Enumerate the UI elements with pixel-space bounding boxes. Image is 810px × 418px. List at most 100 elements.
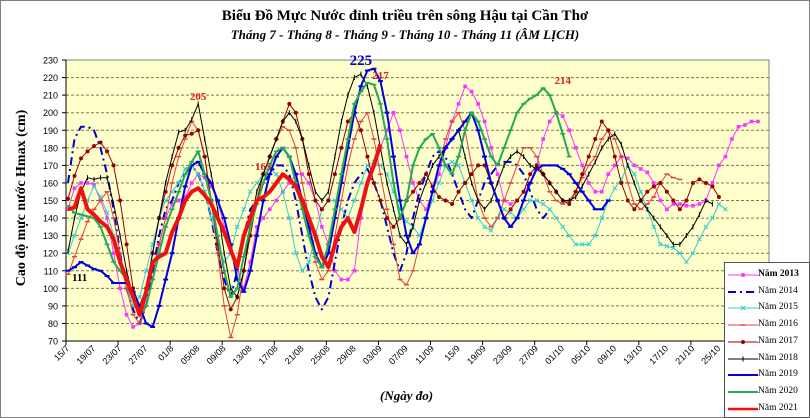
data-point	[521, 206, 527, 212]
data-point	[527, 198, 533, 203]
x-tick-label: 23/07	[100, 343, 123, 366]
data-point	[131, 325, 135, 329]
legend-item: Năm 2021	[725, 401, 809, 418]
data-point	[475, 215, 481, 221]
y-tick-label: 130	[43, 231, 58, 241]
data-point	[196, 128, 201, 133]
data-point	[391, 110, 396, 115]
data-point	[482, 119, 487, 124]
data-point	[476, 102, 480, 106]
data-point	[671, 202, 676, 206]
data-point	[741, 339, 745, 344]
data-point	[690, 250, 696, 256]
data-point	[339, 277, 344, 282]
data-point	[645, 189, 650, 194]
data-point	[293, 110, 298, 115]
y-tick-label: 80	[48, 319, 58, 329]
legend-label: Năm 2016	[758, 319, 798, 330]
data-point	[306, 259, 312, 265]
y-tick-label: 180	[43, 143, 58, 153]
data-point	[137, 294, 142, 300]
x-tick-label: 09/08	[205, 343, 228, 366]
legend-label: Năm 2013	[758, 269, 799, 279]
y-tick-label: 150	[43, 196, 58, 206]
data-point	[579, 242, 585, 247]
data-point	[593, 137, 598, 142]
data-point	[495, 172, 500, 176]
data-point	[703, 224, 709, 230]
data-point	[222, 225, 227, 229]
data-point	[638, 189, 644, 195]
y-tick-label: 140	[43, 214, 58, 224]
data-point	[651, 224, 657, 230]
data-point	[592, 233, 598, 238]
data-point	[111, 251, 116, 255]
data-point	[267, 207, 272, 212]
x-tick-label: 11/09	[413, 343, 436, 366]
annotation-label: 165	[255, 161, 272, 173]
data-point	[261, 216, 266, 220]
data-point	[560, 114, 565, 118]
data-point	[202, 154, 207, 159]
data-point	[553, 215, 559, 221]
data-point	[189, 131, 194, 136]
data-point	[92, 182, 96, 187]
data-point	[612, 185, 618, 191]
data-point	[287, 181, 292, 185]
y-tick-label: 70	[48, 337, 58, 347]
data-point	[740, 306, 746, 311]
data-point	[567, 128, 572, 133]
data-point	[85, 149, 90, 154]
data-point	[437, 172, 441, 176]
y-tick-label: 100	[43, 284, 58, 294]
data-point	[631, 171, 637, 177]
y-tick-label: 120	[43, 249, 58, 259]
data-point	[540, 201, 546, 207]
data-point	[79, 181, 83, 185]
data-point	[691, 203, 695, 208]
data-point	[306, 172, 311, 177]
data-point	[105, 149, 110, 154]
data-point	[476, 163, 481, 168]
data-point	[241, 286, 246, 291]
data-point	[72, 186, 77, 191]
data-point	[664, 243, 670, 249]
data-point	[651, 184, 656, 189]
data-point	[398, 128, 402, 133]
data-point	[410, 189, 415, 194]
data-point	[404, 154, 409, 159]
data-point	[72, 173, 77, 178]
legend-label: Năm 2017	[758, 335, 798, 346]
y-axis-ticks: 70 80 90 100 110 120 130 140 150 160 170 180 190 200 2…	[43, 56, 769, 347]
data-point	[671, 198, 676, 203]
data-point	[208, 215, 214, 221]
data-point	[183, 195, 187, 199]
legend-swatch	[728, 374, 758, 377]
data-point	[66, 196, 70, 201]
data-point	[717, 163, 721, 168]
data-point	[176, 145, 181, 150]
x-tick-label: 05/10	[569, 343, 592, 366]
legend-item: Năm 2018	[725, 351, 809, 368]
data-point	[228, 307, 233, 312]
data-point	[234, 224, 240, 230]
data-point	[534, 198, 540, 203]
data-point	[333, 268, 337, 273]
data-point	[176, 180, 182, 186]
data-point	[599, 189, 604, 194]
data-point	[143, 268, 149, 274]
data-point	[677, 207, 682, 212]
data-point	[183, 133, 188, 138]
data-point	[684, 203, 689, 208]
data-point	[456, 163, 461, 168]
data-point	[384, 216, 389, 221]
data-point	[104, 210, 110, 216]
data-point	[632, 207, 637, 212]
data-point	[697, 202, 702, 206]
data-point	[625, 156, 630, 161]
data-point	[501, 206, 507, 212]
data-point	[749, 119, 754, 124]
data-point	[488, 228, 494, 233]
data-point	[111, 163, 116, 168]
